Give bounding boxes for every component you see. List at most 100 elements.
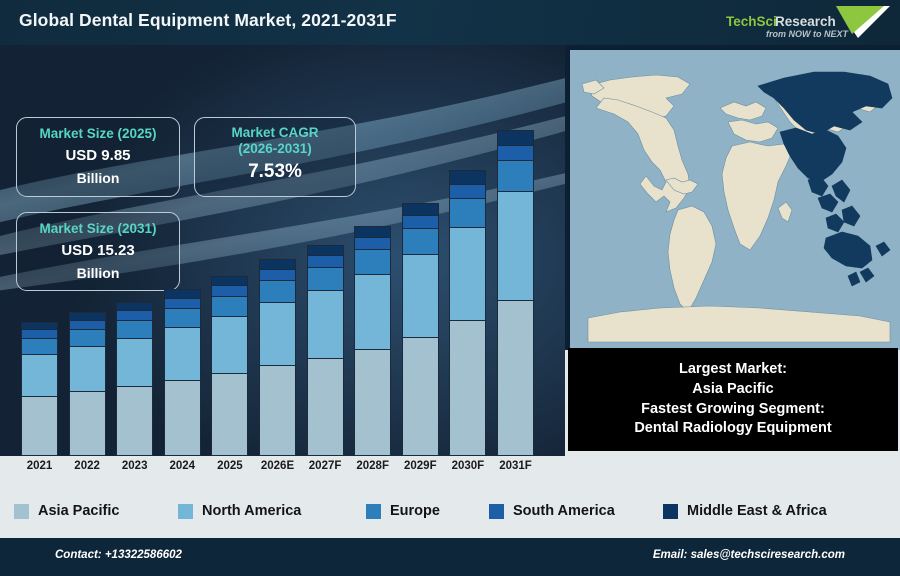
bar-segment-north-america (449, 226, 487, 321)
x-axis-label-2022: 2022 (74, 460, 100, 472)
legend-label: Asia Pacific (38, 503, 120, 519)
x-axis-label-2027F: 2027F (308, 460, 342, 472)
info-box-value-cagr: 7.53% (248, 160, 302, 182)
bar-segment-middle-east-africa (211, 275, 249, 285)
callout-line-1: Largest Market: (679, 361, 787, 378)
legend-item-middle-east-africa[interactable]: Middle East & Africa (663, 503, 827, 519)
svg-text:TechSci: TechSci (726, 14, 777, 29)
bar-2028F (354, 225, 392, 456)
bar-segment-europe (401, 227, 439, 255)
bar-segment-asia-pacific (306, 358, 344, 456)
footer-contact: Contact: +13322586602 (55, 549, 182, 561)
bar-segment-north-america (211, 316, 249, 374)
bar-segment-north-america (116, 337, 154, 387)
callout-line-4: Dental Radiology Equipment (634, 420, 832, 437)
info-box-value-line1: USD 15.23 (61, 241, 135, 259)
bar-segment-asia-pacific (354, 348, 392, 456)
legend-item-south-america[interactable]: South America (489, 503, 615, 519)
bar-2031F (497, 130, 534, 456)
bar-segment-europe (259, 280, 296, 303)
bar-segment-asia-pacific (449, 320, 487, 456)
techsci-research-logo: TechSci Research from NOW to NEXT (726, 6, 890, 39)
bar-segment-north-america (259, 302, 296, 366)
callout-line-3: Fastest Growing Segment: (641, 400, 825, 417)
bar-segment-europe (211, 295, 249, 317)
info-box-value-line1: USD 9.85 (65, 146, 131, 164)
header-bar: Global Dental Equipment Market, 2021-203… (0, 0, 900, 45)
legend-item-north-america[interactable]: North America (178, 503, 301, 519)
map-canvas (570, 50, 900, 350)
bar-segment-south-america (354, 236, 392, 250)
bar-segment-south-america (497, 144, 534, 160)
legend-item-europe[interactable]: Europe (366, 503, 440, 519)
bar-2026E (259, 259, 296, 456)
bar-2030F (449, 170, 487, 456)
callout-line-2: Asia Pacific (692, 380, 774, 397)
bar-segment-south-america (449, 183, 487, 198)
legend-swatch-icon (489, 503, 504, 519)
legend-swatch-icon (366, 503, 381, 519)
bar-segment-south-america (401, 214, 439, 228)
info-box-heading: Market Size (2031) (39, 221, 157, 236)
bar-segment-asia-pacific (401, 336, 439, 456)
bar-segment-north-america (306, 290, 344, 359)
bar-2025 (211, 275, 249, 456)
x-axis-label-2030F: 2030F (451, 460, 485, 472)
bar-segment-north-america (68, 346, 106, 392)
x-axis-label-2031F: 2031F (499, 460, 532, 472)
bar-segment-asia-pacific (68, 391, 106, 456)
legend-label: North America (202, 503, 302, 519)
world-map (565, 45, 900, 350)
bar-2029F (401, 203, 439, 456)
bar-segment-north-america (163, 327, 201, 381)
x-axis-label-2026E: 2026E (260, 460, 295, 472)
bar-segment-middle-east-africa (68, 312, 106, 320)
bar-segment-south-america (306, 255, 344, 267)
bar-segment-middle-east-africa (497, 130, 534, 145)
bar-2022 (68, 312, 106, 456)
bar-segment-asia-pacific (497, 299, 534, 456)
bar-segment-south-america (259, 268, 296, 281)
bar-2024 (163, 289, 201, 456)
legend-item-asia-pacific[interactable]: Asia Pacific (14, 503, 119, 519)
bar-2023 (116, 301, 154, 456)
bar-segment-south-america (116, 309, 154, 320)
info-box-value-line2: Billion (76, 169, 120, 186)
bar-segment-middle-east-africa (449, 170, 487, 184)
x-axis-label-2028F: 2028F (356, 460, 389, 472)
bar-segment-asia-pacific (116, 386, 154, 456)
x-axis-label-2021: 2021 (26, 460, 53, 472)
legend-swatch-icon (14, 503, 29, 519)
x-axis-label-2023: 2023 (121, 460, 148, 472)
info-box-heading-period: (2026-2031) (238, 140, 312, 156)
info-box-market-size-2031: Market Size (2031) USD 15.23 Billion (16, 212, 180, 291)
bar-segment-europe (449, 197, 487, 227)
legend-label: South America (513, 503, 615, 519)
bar-segment-middle-east-africa (401, 203, 439, 215)
legend-label: Europe (390, 503, 440, 519)
chart-panel: Market Size (2025) USD 9.85 Billion Mark… (0, 45, 565, 456)
bar-2027F (306, 245, 344, 456)
info-box-market-size-2025: Market Size (2025) USD 9.85 Billion (16, 117, 180, 197)
bar-segment-north-america (354, 274, 392, 349)
bar-segment-europe (116, 319, 154, 338)
info-box-heading: Market CAGR (231, 125, 319, 140)
bar-segment-middle-east-africa (259, 259, 296, 269)
bar-2021 (21, 322, 58, 456)
bar-segment-south-america (68, 319, 106, 330)
bar-segment-asia-pacific (21, 396, 58, 456)
bar-segment-middle-east-africa (306, 245, 344, 256)
bar-segment-north-america (401, 254, 439, 337)
legend-swatch-icon (663, 503, 678, 519)
bar-segment-europe (21, 338, 58, 355)
legend-label: Middle East & Africa (687, 503, 827, 519)
bar-segment-north-america (21, 354, 58, 397)
callout-box: Largest Market: Asia Pacific Fastest Gro… (568, 348, 898, 451)
bar-segment-europe (306, 266, 344, 291)
bar-segment-asia-pacific (211, 373, 249, 456)
info-box-market-cagr: Market CAGR (2026-2031) 7.53% (194, 117, 356, 197)
bar-segment-europe (497, 159, 534, 192)
x-axis: 2021 2022 2023 2024 2025 2026E 2027F 2028F 2029F… (0, 456, 565, 484)
bar-segment-europe (163, 308, 201, 328)
